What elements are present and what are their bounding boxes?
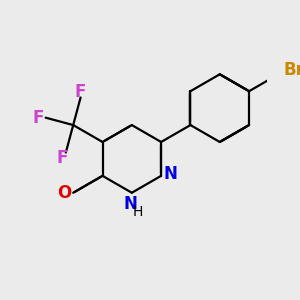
Text: N: N	[123, 195, 137, 213]
Text: H: H	[133, 205, 143, 219]
Text: F: F	[57, 149, 68, 167]
Text: F: F	[75, 83, 86, 101]
Text: O: O	[57, 184, 71, 202]
Text: F: F	[33, 109, 44, 127]
Text: N: N	[163, 165, 177, 183]
Text: Br: Br	[284, 61, 300, 79]
